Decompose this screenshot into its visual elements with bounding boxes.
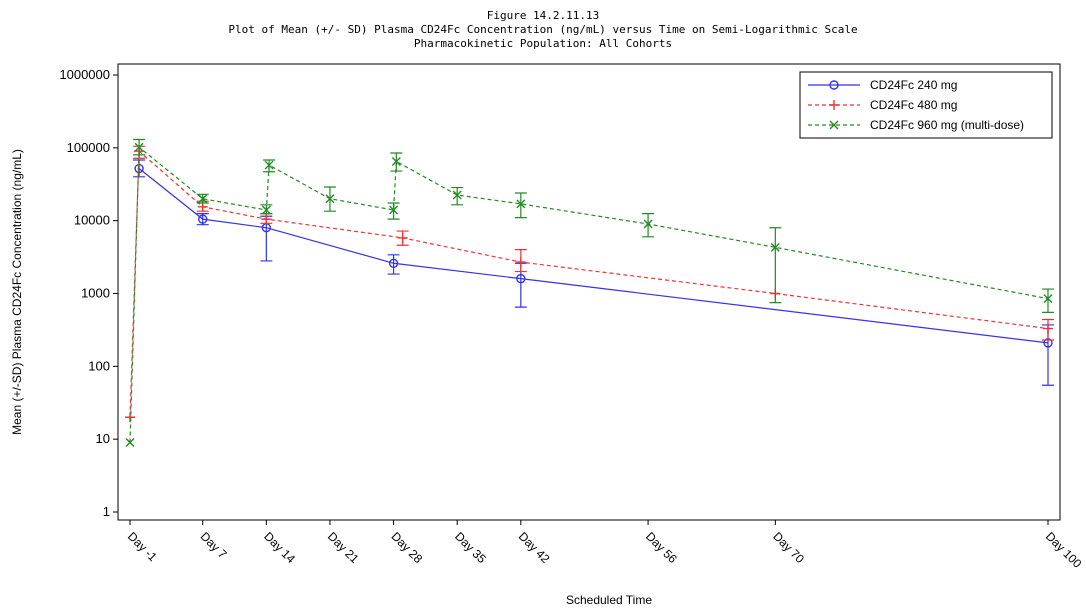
figure-title-line-1: Figure 14.2.11.13 <box>486 9 600 22</box>
data-point <box>397 232 408 243</box>
data-point <box>261 205 271 215</box>
series-line <box>129 149 1049 418</box>
data-point-marker <box>397 232 408 243</box>
x-tick-label: Day 7 <box>198 529 230 561</box>
x-tick-label: Day -1 <box>125 529 160 564</box>
legend-label: CD24Fc 240 mg <box>870 78 957 92</box>
data-point <box>829 100 839 110</box>
legend-item: CD24Fc 960 mg (multi-dose) <box>808 118 1024 132</box>
error-bar <box>387 254 400 275</box>
x-tick-label: Day 28 <box>388 529 425 566</box>
data-point-marker <box>770 242 780 252</box>
data-point <box>389 205 399 215</box>
series-line <box>129 145 1049 443</box>
y-tick-label: 1 <box>103 504 110 519</box>
data-point-marker <box>829 80 839 90</box>
data-point <box>515 257 526 268</box>
data-point <box>770 242 780 252</box>
data-point <box>261 214 272 225</box>
axes: 1 10 100 1000 10000 100000 1000000 Day -1 Day 7 D… <box>59 63 1085 571</box>
y-tick-label: 10 <box>96 431 110 446</box>
data-point-marker <box>452 190 462 200</box>
data-point-marker <box>643 219 653 229</box>
data-point-marker <box>264 160 274 170</box>
legend: CD24Fc 240 mg CD24Fc 480 mg CD24Fc 960 mg … <box>799 71 1053 139</box>
data-point <box>1043 323 1053 334</box>
data-point-marker <box>198 214 208 224</box>
data-point <box>516 273 526 284</box>
y-tick-label: 100000 <box>67 140 110 155</box>
data-point-marker <box>389 205 399 215</box>
data-point <box>388 258 399 268</box>
data-point-marker <box>261 205 271 215</box>
x-tick-label: Day 14 <box>261 529 298 566</box>
x-tick-label: Day 35 <box>452 529 489 566</box>
data-point-marker <box>515 257 526 268</box>
data-point <box>829 120 839 130</box>
data-point <box>198 214 208 224</box>
x-tick-label: Day 42 <box>516 529 553 566</box>
data-point <box>125 412 135 423</box>
data-point-marker <box>391 156 401 166</box>
data-point-marker <box>125 438 135 447</box>
series-2 <box>125 145 1054 423</box>
legend-item: CD24Fc 240 mg <box>808 78 957 92</box>
data-point-marker <box>1043 294 1053 304</box>
x-tick-label: Day 21 <box>325 529 362 566</box>
x-axis-label: Scheduled Time <box>566 593 652 607</box>
data-point <box>452 190 462 200</box>
error-bar <box>1042 288 1054 314</box>
figure-title-line-3: Pharmacokinetic Population: All Cohorts <box>413 37 673 50</box>
error-bar <box>451 186 464 206</box>
data-point-marker <box>325 194 335 204</box>
x-tick-label: Day 100 <box>1043 529 1085 571</box>
plot-frame <box>117 63 1061 521</box>
data-point-marker <box>134 142 144 152</box>
data-point-marker <box>829 120 839 130</box>
y-tick-label: 1000000 <box>59 67 110 82</box>
data-point <box>264 160 274 170</box>
data-point-marker <box>1043 323 1053 334</box>
y-axis-label: Mean (+/-SD) Plasma CD24Fc Concentration… <box>10 149 24 435</box>
data-point <box>829 80 839 90</box>
data-point <box>643 219 653 229</box>
error-bar <box>514 192 527 219</box>
data-point-marker <box>516 199 526 209</box>
y-tick-label: 100 <box>88 358 110 373</box>
series-line <box>138 168 1049 344</box>
y-tick-label: 1000 <box>81 286 110 301</box>
legend-label: CD24Fc 960 mg (multi-dose) <box>870 118 1024 132</box>
data-point <box>391 156 401 166</box>
error-bar <box>642 213 655 238</box>
data-point-marker <box>388 258 399 268</box>
data-point-marker <box>261 214 272 225</box>
series-3 <box>125 138 1054 447</box>
x-tick-label: Day 70 <box>770 529 807 566</box>
error-bar <box>387 202 400 220</box>
y-tick-label: 10000 <box>74 213 110 228</box>
figure-title-line-2: Plot of Mean (+/- SD) Plasma CD24Fc Conc… <box>228 23 858 36</box>
legend-box <box>799 71 1053 139</box>
data-point <box>198 194 208 204</box>
data-point <box>1043 294 1053 304</box>
data-point-marker <box>198 194 208 204</box>
data-point <box>325 194 335 204</box>
error-bar <box>769 227 782 304</box>
series-layer <box>125 138 1054 447</box>
data-point-marker <box>829 100 839 110</box>
data-point <box>134 142 144 152</box>
x-tick-label: Day 56 <box>643 529 680 566</box>
data-point <box>516 199 526 209</box>
legend-item: CD24Fc 480 mg <box>808 98 957 112</box>
data-point <box>125 438 135 447</box>
series-1 <box>133 159 1054 386</box>
data-point-marker <box>125 412 135 423</box>
data-point-marker <box>516 273 526 284</box>
legend-label: CD24Fc 480 mg <box>870 98 957 112</box>
